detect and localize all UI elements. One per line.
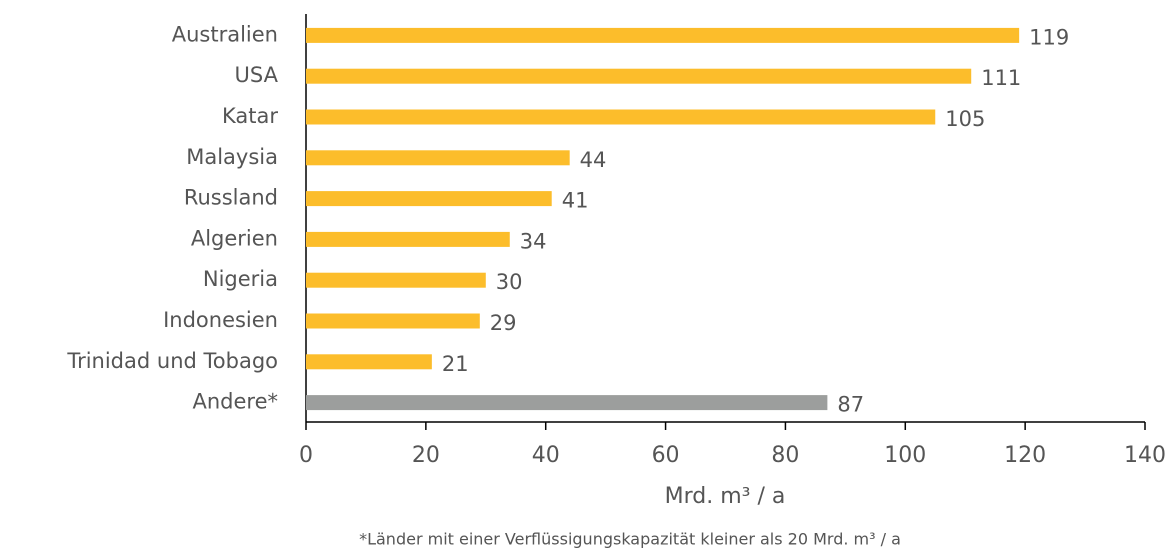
y-tick-label: Australien	[172, 22, 278, 46]
x-tick-label: 80	[771, 443, 799, 468]
x-tick-label: 140	[1124, 443, 1166, 468]
bar	[306, 354, 432, 370]
y-tick-label: USA	[235, 63, 279, 87]
y-tick-label: Algerien	[191, 226, 278, 250]
bar	[306, 272, 486, 288]
bar	[306, 27, 1020, 43]
y-tick-label: Malaysia	[186, 145, 278, 169]
y-tick-label: Indonesien	[163, 308, 278, 332]
bar	[306, 68, 972, 84]
value-label: 34	[520, 229, 547, 253]
value-label: 21	[442, 352, 469, 376]
bar	[306, 191, 552, 207]
bar	[306, 109, 936, 125]
footnote: *Länder mit einer Verflüssigungskapazitä…	[359, 530, 901, 549]
bar	[306, 313, 480, 329]
value-label: 30	[496, 270, 523, 294]
y-tick-label: Nigeria	[203, 267, 278, 291]
x-tick-label: 100	[884, 443, 926, 468]
x-tick-label: 120	[1004, 443, 1046, 468]
bar	[306, 395, 828, 411]
value-label: 105	[945, 107, 985, 131]
x-tick-label: 0	[299, 443, 313, 468]
x-tick-label: 40	[532, 443, 560, 468]
y-tick-label: Trinidad und Tobago	[66, 349, 278, 373]
value-label: 44	[580, 148, 607, 172]
value-label: 41	[562, 189, 589, 213]
bar	[306, 231, 510, 247]
bar	[306, 150, 570, 166]
value-label: 87	[837, 393, 864, 417]
y-tick-label: Katar	[222, 104, 278, 128]
value-label: 119	[1029, 25, 1069, 49]
value-label: 111	[981, 66, 1021, 90]
y-tick-label: Russland	[184, 186, 278, 210]
x-axis-title: Mrd. m³ / a	[665, 484, 786, 509]
y-tick-label: Andere*	[192, 390, 278, 414]
value-label: 29	[490, 311, 517, 335]
x-tick-label: 60	[652, 443, 680, 468]
x-tick-label: 20	[412, 443, 440, 468]
